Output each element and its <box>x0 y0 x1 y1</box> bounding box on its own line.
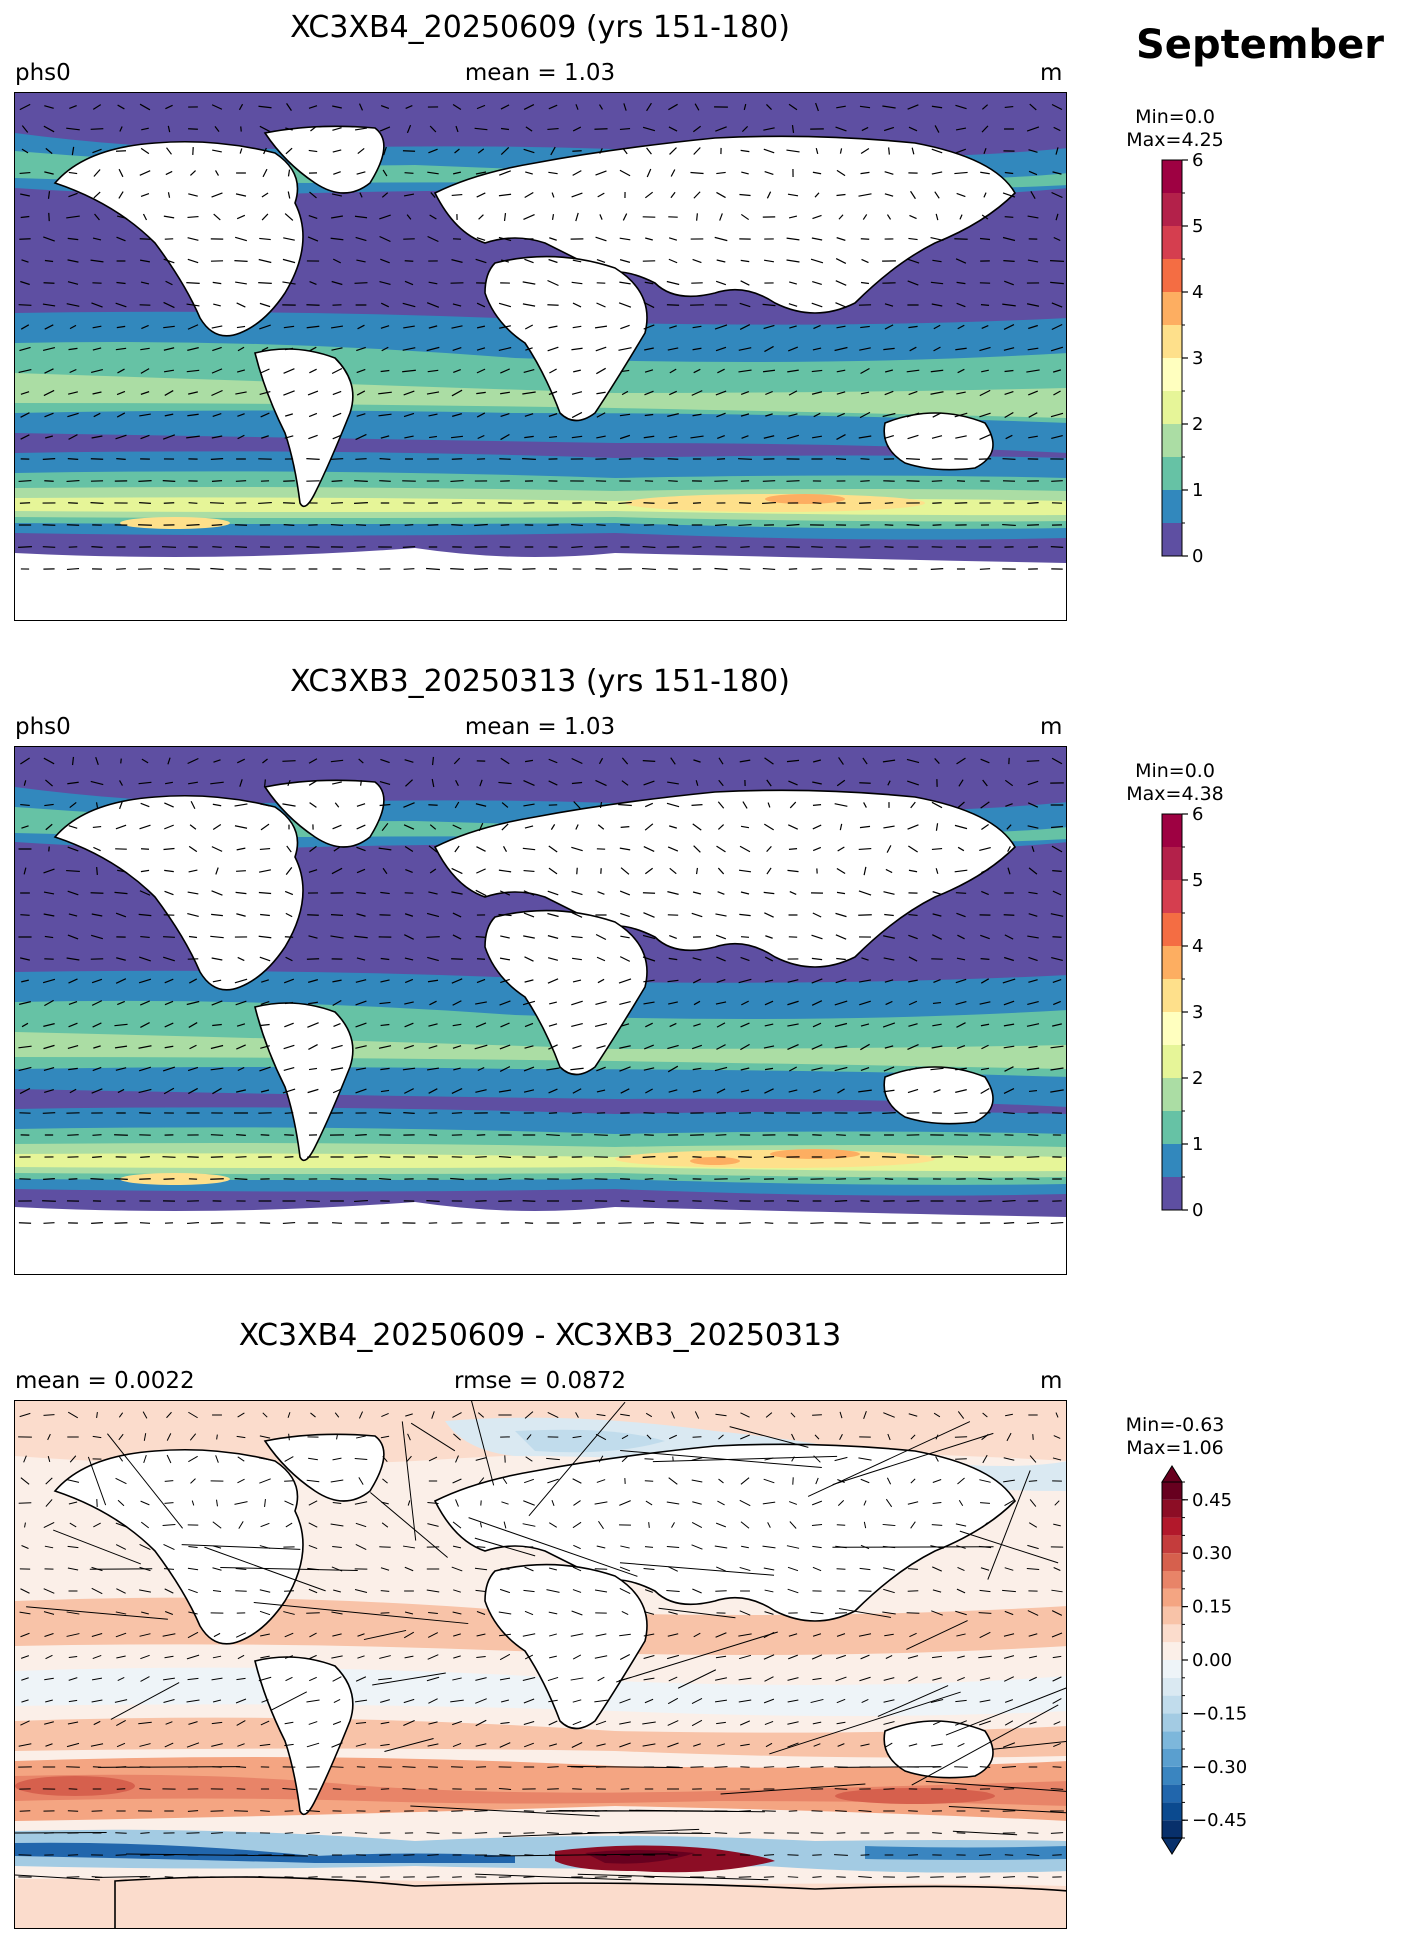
panel2-variable-label: phs0 <box>15 714 71 740</box>
colorbar-segment <box>1162 1144 1182 1177</box>
colorbar-tick-label: 4 <box>1192 282 1203 303</box>
panel3-map-svg <box>15 1401 1066 1928</box>
panel2-units-label: m <box>1040 714 1063 740</box>
colorbar-tick-label: 0 <box>1192 1200 1203 1221</box>
colorbar-tick-label: 3 <box>1192 348 1203 369</box>
colorbar-segment <box>1162 490 1182 523</box>
colorbar-segment <box>1162 1713 1182 1732</box>
colorbar-segment <box>1162 259 1182 292</box>
panel3-title: XC3XB4_20250609 - XC3XB3_20250313 <box>238 1318 842 1353</box>
colorbar-segment <box>1162 160 1182 193</box>
panel2-title: XC3XB3_20250313 (yrs 151-180) <box>290 664 790 699</box>
colorbar-segment <box>1162 1731 1182 1749</box>
colorbar-segment <box>1162 1553 1182 1571</box>
panel3-max-label: Max=1.06 <box>1126 1437 1224 1459</box>
panel3-min-label: Min=-0.63 <box>1125 1414 1225 1436</box>
colorbar-segment <box>1162 1606 1182 1625</box>
panel1-mean-label: mean = 1.03 <box>464 60 616 86</box>
panel2-map-svg <box>15 747 1066 1274</box>
colorbar-tick-label: 2 <box>1192 414 1203 435</box>
colorbar-segment <box>1162 1111 1182 1144</box>
colorbar-extend-top <box>1161 1465 1183 1483</box>
colorbar-segment <box>1162 1695 1182 1714</box>
panel3-units-label: m <box>1040 1368 1063 1394</box>
colorbar-tick-label: 0.00 <box>1192 1650 1232 1671</box>
colorbar-tick-label: −0.15 <box>1192 1703 1247 1724</box>
colorbar-segment <box>1162 814 1182 847</box>
colorbar-segment <box>1162 1012 1182 1045</box>
colorbar-extend-bottom <box>1161 1837 1183 1855</box>
colorbar-segment <box>1162 358 1182 391</box>
panel3-mean-label: mean = 0.0022 <box>15 1368 195 1394</box>
colorbar-tick-label: 0.30 <box>1192 1543 1232 1564</box>
colorbar-tick-label: 6 <box>1192 150 1203 171</box>
colorbar-segment <box>1162 847 1182 880</box>
colorbar-tick-label: 2 <box>1192 1068 1203 1089</box>
colorbar-segment <box>1162 1624 1182 1643</box>
colorbar-segment <box>1162 880 1182 913</box>
panel2-min-label: Min=0.0 <box>1135 760 1215 782</box>
panel1-max-label: Max=4.25 <box>1126 129 1224 151</box>
colorbar-segment <box>1162 523 1182 556</box>
panel1-colorbar: 0 1 2 3 4 5 6 <box>1161 150 1203 567</box>
panel1-map-svg <box>15 93 1066 620</box>
panel2-max-label: Max=4.38 <box>1126 783 1224 805</box>
colorbar-segment <box>1162 1766 1182 1785</box>
panel3-map <box>14 1400 1067 1929</box>
panel1-map <box>14 92 1067 621</box>
colorbar-segment <box>1162 1045 1182 1078</box>
panel2-map <box>14 746 1067 1275</box>
colorbar-segment <box>1162 226 1182 259</box>
colorbar-tick-label: 0.45 <box>1192 1490 1232 1511</box>
colorbar-segment <box>1162 913 1182 946</box>
colorbar-segment <box>1162 946 1182 979</box>
colorbar-tick-label: 5 <box>1192 870 1203 891</box>
colorbar-segment <box>1162 1078 1182 1111</box>
colorbar-tick-label: 1 <box>1192 1134 1203 1155</box>
colorbar-segment <box>1162 1677 1182 1696</box>
colorbar-tick-label: 0.15 <box>1192 1597 1232 1618</box>
colorbar-segment <box>1162 325 1182 358</box>
colorbar-segment <box>1162 457 1182 490</box>
colorbar-tick-label: 6 <box>1192 804 1203 825</box>
panel1-variable-label: phs0 <box>15 60 71 86</box>
colorbar-tick-label: 5 <box>1192 216 1203 237</box>
colorbar-segment <box>1162 1571 1182 1589</box>
colorbar-segment <box>1162 1535 1182 1554</box>
colorbar-tick-label: 1 <box>1192 480 1203 501</box>
panel3-rmse-label: rmse = 0.0872 <box>454 1368 626 1394</box>
colorbar-segment <box>1162 424 1182 457</box>
colorbar-segment <box>1162 193 1182 226</box>
colorbar-segment <box>1162 391 1182 424</box>
colorbar-segment <box>1162 1642 1182 1660</box>
colorbar-segment <box>1162 1482 1182 1500</box>
colorbar-tick-label: 0 <box>1192 546 1203 567</box>
colorbar-segment <box>1162 1660 1182 1678</box>
colorbar-segment <box>1162 1177 1182 1210</box>
colorbar-segment <box>1162 292 1182 325</box>
colorbar-segment <box>1162 1588 1182 1607</box>
colorbar-segment <box>1162 1802 1182 1821</box>
colorbar-segment <box>1162 1749 1182 1767</box>
colorbar-tick-label: −0.30 <box>1192 1757 1247 1778</box>
panel2-mean-label: mean = 1.03 <box>464 714 616 740</box>
colorbar-tick-label: 4 <box>1192 936 1203 957</box>
panel1-title: XC3XB4_20250609 (yrs 151-180) <box>290 10 790 45</box>
panel2-colorbar: 0 1 2 3 4 5 6 <box>1161 804 1203 1221</box>
panel1-units-label: m <box>1040 60 1063 86</box>
colorbar-segment <box>1162 1517 1182 1536</box>
colorbar-segment <box>1162 979 1182 1012</box>
colorbar-tick-label: −0.45 <box>1192 1810 1247 1831</box>
month-label: September <box>1136 22 1384 68</box>
colorbar-segment <box>1162 1820 1182 1838</box>
colorbar-tick-label: 3 <box>1192 1002 1203 1023</box>
panel1-min-label: Min=0.0 <box>1135 106 1215 128</box>
panel3-colorbar: −0.45 −0.30 −0.15 0.00 0.15 0.30 0.45 <box>1161 1465 1247 1855</box>
colorbar-segment <box>1162 1784 1182 1803</box>
colorbar-segment <box>1162 1499 1182 1518</box>
